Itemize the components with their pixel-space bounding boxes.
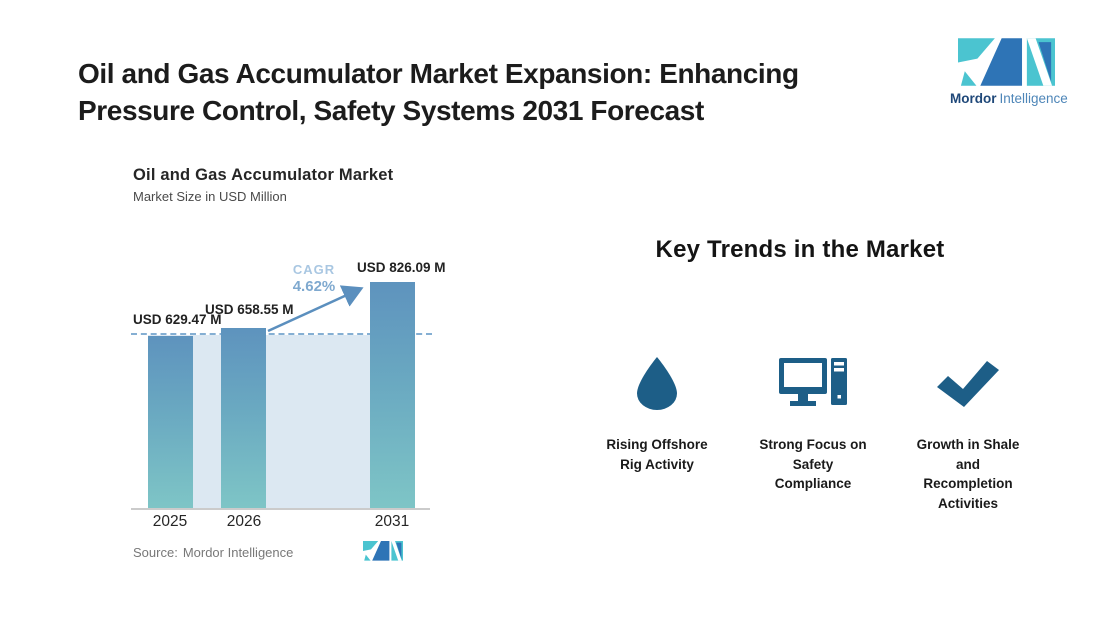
growth-arrow-icon — [267, 285, 364, 333]
bar-2031 — [370, 282, 415, 508]
cagr-label: CAGR — [292, 262, 336, 277]
cagr-annotation: CAGR 4.62% — [283, 262, 345, 295]
page-title-line1: Oil and Gas Accumulator Market Expansion… — [78, 58, 799, 89]
bar-2026 — [221, 328, 266, 508]
trend-item-shale-recompletion: Growth in Shale and Recompletion Activit… — [893, 352, 1043, 513]
mordor-intelligence-footer-logo-icon — [363, 541, 403, 561]
trend-caption: Strong Focus on Safety Compliance — [759, 437, 867, 491]
trend-item-safety-compliance: Strong Focus on Safety Compliance — [738, 352, 888, 494]
brand-name: Mordor Intelligence — [950, 91, 1070, 106]
trend-caption: Rising Offshore Rig Activity — [606, 437, 708, 472]
chart-subtitle: Market Size in USD Million — [133, 189, 287, 204]
brand-name-bold: Mordor — [950, 91, 997, 106]
source-value: Mordor Intelligence — [182, 545, 294, 560]
mordor-intelligence-logo-icon — [958, 38, 1055, 86]
bar-2025 — [148, 336, 193, 508]
x-axis-label-2026: 2026 — [226, 513, 262, 530]
chart-dashed-reference-line — [131, 333, 432, 335]
source-label: Source: — [133, 545, 178, 560]
cagr-value: 4.62% — [292, 278, 336, 295]
page-title-line2: Pressure Control, Safety Systems 2031 Fo… — [78, 95, 704, 126]
x-axis-label-2031: 2031 — [374, 513, 410, 530]
computer-icon — [779, 358, 847, 406]
bar-value-label-2025: USD 629.47 M — [133, 312, 222, 327]
trend-item-offshore-rig: Rising Offshore Rig Activity — [582, 352, 732, 474]
bar-value-label-2026: USD 658.55 M — [205, 302, 294, 317]
trends-heading: Key Trends in the Market — [655, 236, 945, 263]
checkmark-icon — [936, 361, 999, 407]
chart-source: Source: Mordor Intelligence — [133, 545, 293, 560]
bar-value-label-2031: USD 826.09 M — [357, 260, 446, 275]
chart-title: Oil and Gas Accumulator Market — [133, 166, 394, 184]
droplet-icon — [637, 356, 677, 410]
chart-x-axis — [131, 508, 430, 510]
trend-caption: Growth in Shale and Recompletion Activit… — [916, 437, 1020, 511]
brand-name-light: Intelligence — [999, 91, 1068, 106]
page-title: Oil and Gas Accumulator Market Expansion… — [78, 55, 918, 129]
brand-logo: Mordor Intelligence — [950, 38, 1070, 106]
x-axis-label-2025: 2025 — [152, 513, 188, 530]
